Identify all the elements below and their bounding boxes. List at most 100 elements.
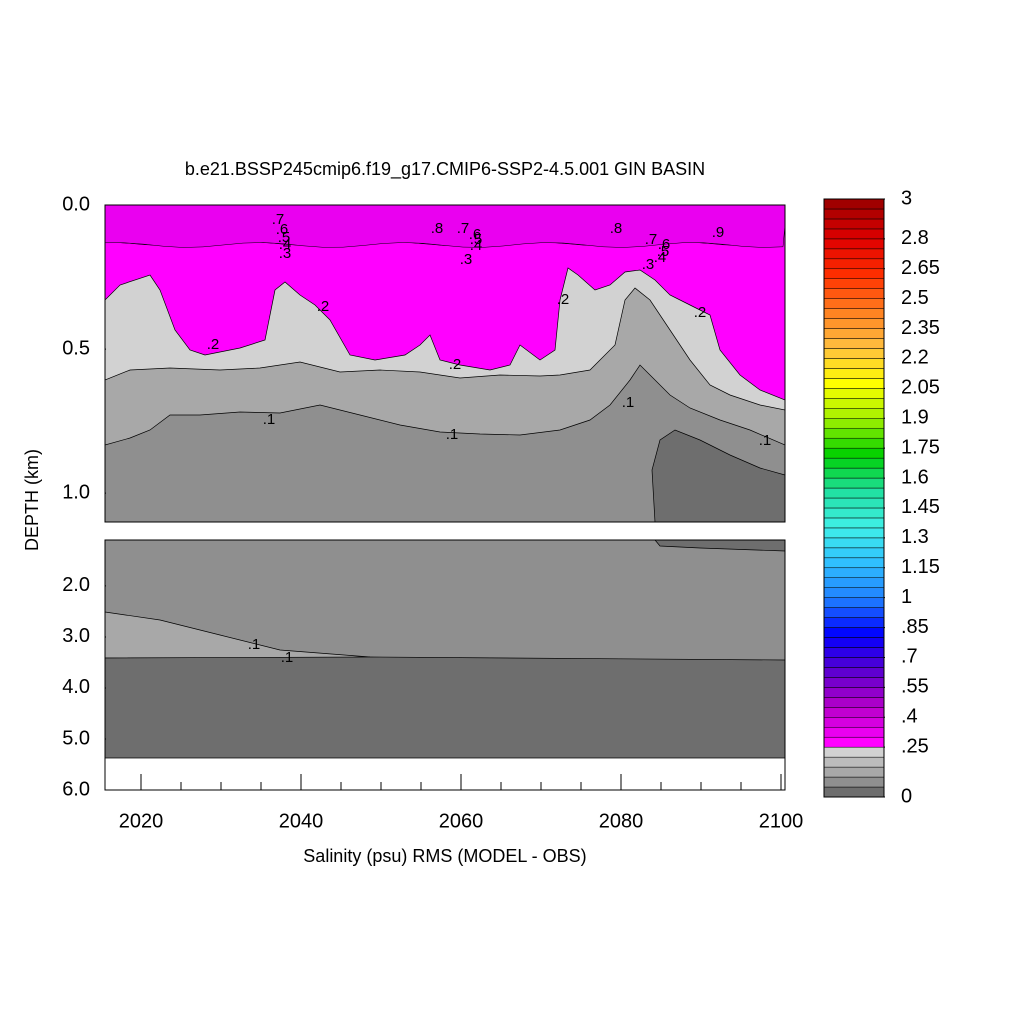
y-tick-label: 2.0	[62, 574, 90, 596]
colorbar-band	[823, 427, 885, 439]
colorbar-band	[823, 358, 885, 369]
colorbar-band	[823, 208, 885, 220]
contour-label: .4	[279, 236, 292, 253]
colorbar-tick-label: 1	[901, 586, 912, 608]
contour-label: .1	[759, 432, 772, 449]
colorbar-band	[823, 268, 885, 279]
contour-label: .6	[276, 221, 289, 238]
contour-label: .2	[557, 291, 570, 308]
colorbar-band	[823, 288, 885, 299]
colorbar-band	[823, 198, 885, 210]
colorbar-band	[823, 467, 885, 479]
colorbar-tick-label: .55	[901, 676, 929, 698]
colorbar-band	[823, 298, 885, 309]
colorbar-band	[823, 577, 885, 588]
colorbar-tick-label: 1.75	[901, 436, 940, 458]
x-tick-label: 2100	[759, 810, 804, 832]
colorbar-band	[823, 677, 885, 688]
colorbar-band	[823, 408, 885, 419]
colorbar-band	[823, 627, 885, 638]
colorbar-tick-label: 0	[901, 785, 912, 807]
contour-label: .7	[272, 211, 285, 228]
colorbar-tick-label: 2.65	[901, 257, 940, 279]
colorbar-band	[823, 368, 885, 379]
contour-region	[105, 205, 785, 248]
colorbar-band	[823, 487, 885, 499]
colorbar-band	[823, 697, 885, 708]
contour-label: .1	[263, 411, 276, 428]
colorbar-band	[823, 746, 885, 758]
contour-region	[654, 540, 785, 552]
colorbar-band	[823, 507, 885, 519]
contour-label: .2	[449, 356, 462, 373]
colorbar-band	[823, 318, 885, 329]
colorbar-band	[823, 537, 885, 549]
colorbar-band	[823, 447, 885, 459]
colorbar-tick-label: .7	[901, 646, 918, 668]
colorbar-tick-label: 3	[901, 187, 912, 209]
colorbar-tick-label: 1.9	[901, 407, 929, 429]
colorbar-band	[823, 437, 885, 449]
colorbar-tick-label: 2.35	[901, 317, 940, 339]
colorbar-tick-label: 1.6	[901, 466, 929, 488]
contour-label: .5	[278, 229, 291, 246]
colorbar-band	[823, 756, 885, 768]
chart-title: b.e21.BSSP245cmip6.f19_g17.CMIP6-SSP2-4.…	[185, 159, 705, 180]
contour-region	[651, 429, 785, 522]
y-tick-label: 3.0	[62, 625, 90, 647]
contour-region	[105, 656, 785, 759]
colorbar-tick-label: 2.5	[901, 287, 929, 309]
colorbar-band	[823, 527, 885, 539]
contour-label: .2	[694, 304, 707, 321]
colorbar-tick-label: 1.3	[901, 526, 929, 548]
colorbar-band	[823, 587, 885, 598]
colorbar-band	[823, 637, 885, 648]
colorbar-band	[823, 497, 885, 509]
colorbar-band	[823, 736, 885, 748]
colorbar-band	[823, 557, 885, 569]
colorbar-band	[823, 597, 885, 608]
contour-label: .8	[610, 220, 623, 237]
colorbar-band	[823, 308, 885, 319]
colorbar-band	[823, 726, 885, 738]
colorbar-band	[823, 647, 885, 658]
colorbar-band	[823, 657, 885, 668]
contour-label: .3	[460, 251, 473, 268]
contour-label: .4	[654, 249, 667, 266]
colorbar-band	[823, 667, 885, 678]
colorbar-tick-label: .85	[901, 616, 929, 638]
colorbar-band	[823, 607, 885, 618]
colorbar-band	[823, 517, 885, 529]
x-axis-label: Salinity (psu) RMS (MODEL - OBS)	[303, 846, 586, 866]
colorbar-band	[823, 617, 885, 628]
y-tick-label: 1.0	[62, 481, 90, 503]
colorbar-band	[823, 457, 885, 469]
colorbar-tick-label: 2.2	[901, 347, 929, 369]
y-tick-label: 6.0	[62, 778, 90, 800]
contour-label: .2	[207, 336, 220, 353]
colorbar-band	[823, 228, 885, 240]
colorbar-frame	[823, 198, 885, 798]
colorbar-tick-label: 1.15	[901, 556, 940, 578]
x-tick-label: 2060	[439, 810, 484, 832]
contour-label: .2	[317, 298, 330, 315]
x-tick-label: 2040	[279, 810, 324, 832]
contour-label: .6	[469, 226, 482, 243]
y-tick-label: 5.0	[62, 727, 90, 749]
x-tick-label: 2080	[599, 810, 644, 832]
colorbar-band	[823, 258, 885, 270]
colorbar-band	[823, 348, 885, 359]
colorbar-band	[823, 477, 885, 489]
colorbar-band	[823, 338, 885, 349]
colorbar-band	[823, 378, 885, 389]
colorbar-band	[823, 218, 885, 230]
colorbar-band	[823, 328, 885, 339]
colorbar-tick-label: 1.45	[901, 496, 940, 518]
colorbar-band	[823, 388, 885, 399]
colorbar-band	[823, 547, 885, 559]
y-tick-label: 0.5	[62, 337, 90, 359]
plot-frame	[104, 539, 786, 791]
contour-label: .5	[470, 231, 483, 248]
contour-label: .7	[645, 231, 658, 248]
colorbar-tick-label: .25	[901, 735, 929, 757]
